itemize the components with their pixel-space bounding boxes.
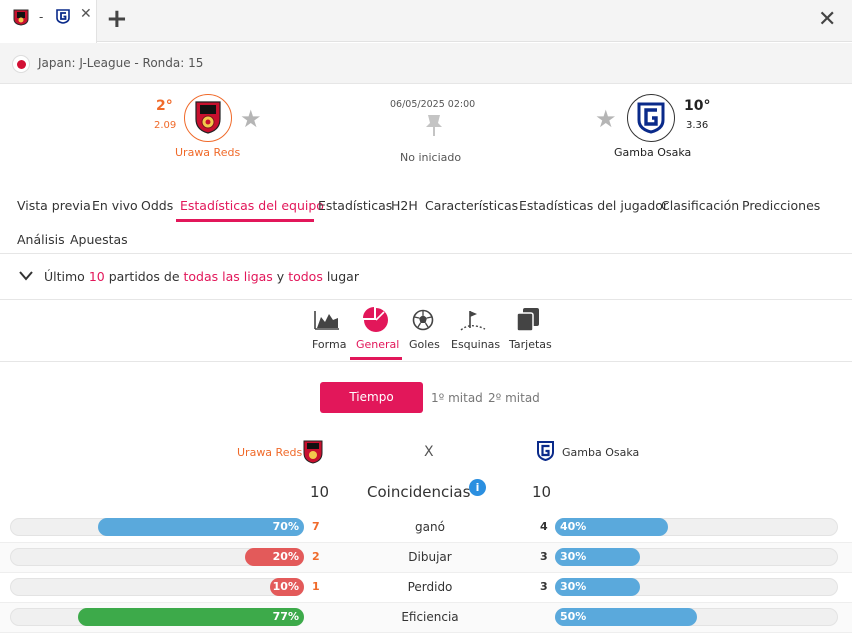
away-bar: 30% xyxy=(555,578,640,596)
tab-en-vivo[interactable]: En vivo xyxy=(92,198,138,213)
away-team-name[interactable]: Gamba Osaka xyxy=(614,146,692,159)
filter-prefix: Último xyxy=(44,269,85,284)
active-tab-indicator xyxy=(176,219,314,222)
away-count: 4 xyxy=(540,520,548,533)
new-tab-icon[interactable]: + xyxy=(106,4,128,34)
home-bar: 20% xyxy=(245,548,304,566)
close-tab-icon[interactable]: ✕ xyxy=(80,6,92,22)
versus-label: X xyxy=(424,444,434,460)
away-bar: 30% xyxy=(555,548,640,566)
tab-clasificacion[interactable]: Clasificación xyxy=(661,198,740,213)
away-logo[interactable] xyxy=(627,94,675,142)
home-count: 1 xyxy=(312,580,320,593)
home-bar: 77% xyxy=(77,608,304,626)
match-status: No iniciado xyxy=(400,151,462,164)
stat-tab-general[interactable]: General xyxy=(356,338,400,351)
japan-flag-icon xyxy=(12,55,30,73)
pie-chart-icon[interactable] xyxy=(363,307,389,333)
filter-suffix: lugar xyxy=(326,269,359,284)
home-rank: 2° xyxy=(156,98,173,114)
home-team-name[interactable]: Urawa Reds xyxy=(175,146,241,159)
gamba-osaka-crest-icon xyxy=(56,9,70,24)
stat-row-label: ganó xyxy=(415,520,445,534)
compare-away-name[interactable]: Gamba Osaka xyxy=(562,446,640,459)
favorite-home-star-icon[interactable]: ★ xyxy=(240,105,262,133)
gamba-osaka-crest-icon xyxy=(637,102,665,134)
tab-estadisticas-jugador[interactable]: Estadísticas del jugador xyxy=(519,198,669,213)
tab-caracteristicas[interactable]: Características xyxy=(425,198,519,213)
favorite-away-star-icon[interactable]: ★ xyxy=(595,105,617,133)
urawa-reds-crest-icon xyxy=(13,9,29,26)
urawa-reds-crest-icon xyxy=(195,101,221,134)
home-count: 7 xyxy=(312,520,320,533)
away-count: 3 xyxy=(540,580,548,593)
soccer-ball-icon[interactable] xyxy=(412,309,434,331)
match-nav: Vista previa En vivo Odds Estadísticas d… xyxy=(0,188,852,254)
league-bar: Japan: J-League - Ronda: 15 xyxy=(0,43,852,84)
away-bar: 40% xyxy=(555,518,669,536)
home-logo[interactable] xyxy=(184,94,232,142)
stat-row-label: Eficiencia xyxy=(401,610,459,624)
tab-h2h[interactable]: H2H xyxy=(391,198,418,213)
period-full-button[interactable]: Tiempo completo xyxy=(320,382,423,435)
divider xyxy=(0,361,852,362)
area-chart-icon[interactable] xyxy=(314,310,340,330)
tab-odds[interactable]: Odds xyxy=(141,198,174,213)
away-rating: 3.36 xyxy=(686,120,709,131)
league-label[interactable]: Japan: J-League - Ronda: 15 xyxy=(38,56,204,70)
match-header: 2° 2.09 ★ Urawa Reds 06/05/2025 02:00 No… xyxy=(0,85,852,188)
urawa-reds-crest-icon xyxy=(303,440,323,464)
tab-separator: - xyxy=(39,10,44,24)
gamba-osaka-crest-icon xyxy=(537,441,554,461)
home-rating: 2.09 xyxy=(154,120,177,131)
cards-icon[interactable] xyxy=(515,307,541,333)
filter-mid1: partidos de xyxy=(108,269,180,284)
tab-analisis[interactable]: Análisis xyxy=(17,232,65,247)
pin-icon xyxy=(426,115,442,136)
filter-place[interactable]: todos xyxy=(288,269,323,284)
filter-mid2: y xyxy=(276,269,285,284)
stat-type-active-indicator xyxy=(350,357,402,360)
home-count: 2 xyxy=(312,550,320,563)
info-icon[interactable]: i xyxy=(469,479,486,496)
home-bar: 70% xyxy=(98,518,304,536)
filter-row[interactable]: Último 10 partidos de todas las ligas y … xyxy=(0,255,852,300)
tab-estadisticas-equipo[interactable]: Estadísticas del equipo xyxy=(180,198,324,213)
browser-tab-bar: - ✕ + ✕ xyxy=(0,0,852,43)
away-match-count: 10 xyxy=(532,483,552,501)
coincidencias-title: Coincidencias xyxy=(367,483,471,501)
away-rank: 10° xyxy=(684,98,711,114)
stat-tab-esquinas[interactable]: Esquinas xyxy=(451,338,501,351)
compare-home-name[interactable]: Urawa Reds xyxy=(237,446,303,459)
filter-count[interactable]: 10 xyxy=(88,269,105,284)
tab-apuestas[interactable]: Apuestas xyxy=(70,232,128,247)
tab-predicciones[interactable]: Predicciones xyxy=(742,198,821,213)
close-icon[interactable]: ✕ xyxy=(818,7,837,32)
chevron-down-icon xyxy=(19,271,33,281)
home-bar: 10% xyxy=(270,578,304,596)
filter-leagues[interactable]: todas las ligas xyxy=(183,269,273,284)
match-tab[interactable]: - ✕ xyxy=(0,0,97,43)
stat-tab-forma[interactable]: Forma xyxy=(312,338,347,351)
away-bar: 50% xyxy=(555,608,697,626)
period-first-half-button[interactable]: 1º mitad xyxy=(431,391,483,405)
corner-flag-icon[interactable] xyxy=(460,308,486,332)
stat-tab-goles[interactable]: Goles xyxy=(409,338,440,351)
filter-text: Último 10 partidos de todas las ligas y … xyxy=(44,269,359,284)
home-bar-track xyxy=(10,578,304,596)
stat-row-label: Dibujar xyxy=(408,550,452,564)
home-match-count: 10 xyxy=(310,483,330,501)
stat-tab-tarjetas[interactable]: Tarjetas xyxy=(509,338,552,351)
away-count: 3 xyxy=(540,550,548,563)
tab-estadisticas[interactable]: Estadísticas xyxy=(318,198,393,213)
period-second-half-button[interactable]: 2º mitad xyxy=(488,391,540,405)
stat-row-label: Perdido xyxy=(407,580,453,594)
tab-vista-previa[interactable]: Vista previa xyxy=(17,198,91,213)
match-datetime: 06/05/2025 02:00 xyxy=(390,99,476,110)
